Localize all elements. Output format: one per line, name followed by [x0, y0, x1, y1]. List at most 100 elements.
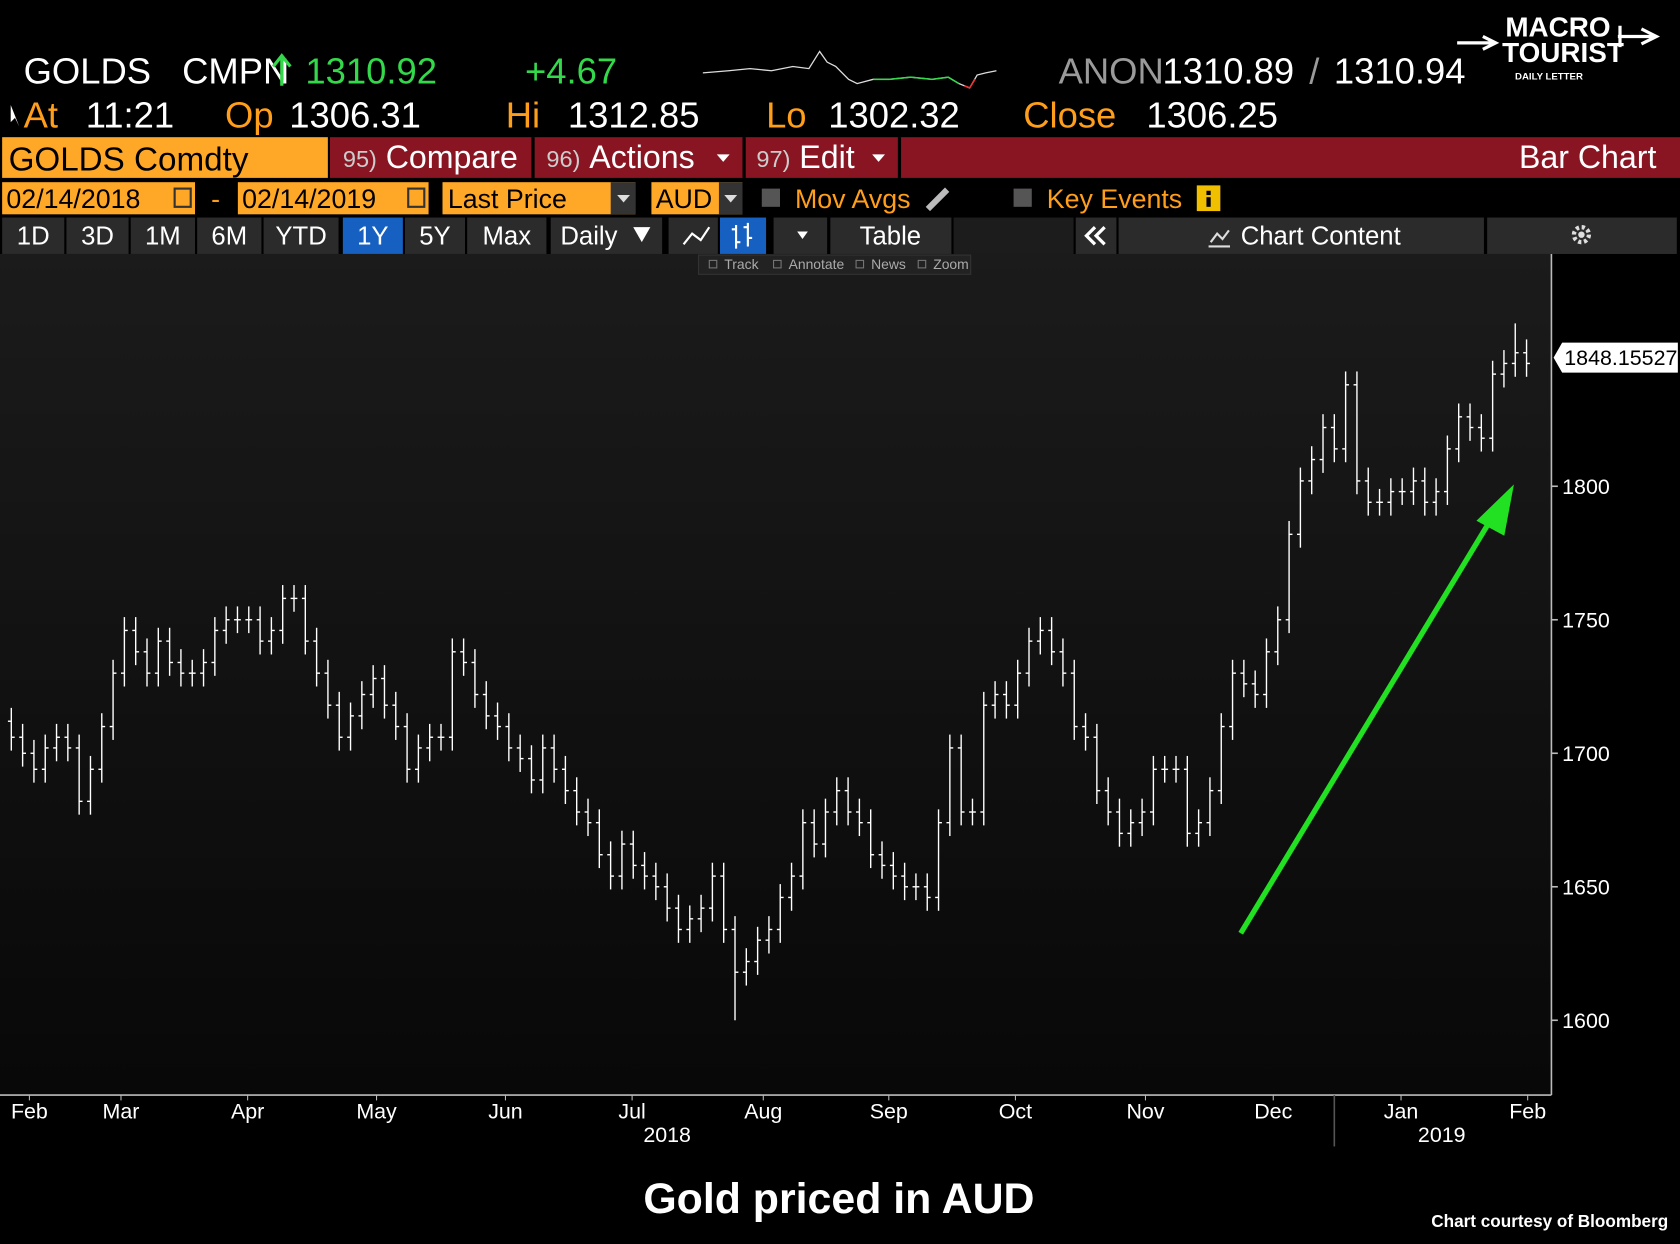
pen-icon — [925, 187, 950, 212]
tool-label: Track — [724, 256, 758, 272]
menu-bar — [330, 137, 1680, 178]
sparkline-down — [964, 78, 976, 89]
x-tick-label: Aug — [744, 1100, 782, 1124]
tool-label: Annotate — [789, 256, 845, 272]
end-date: 02/14/2019 — [242, 184, 376, 214]
security: GOLDS Comdty — [9, 141, 249, 178]
gear-icon — [1571, 225, 1592, 245]
source: CMPN — [182, 51, 289, 92]
field: Last Price — [448, 184, 567, 214]
period-label: 3D — [81, 222, 114, 250]
dropdown-arrow — [716, 154, 730, 162]
high-label: Hi — [506, 95, 540, 136]
period-button[interactable] — [263, 217, 339, 254]
menu-label: Actions — [589, 139, 694, 175]
tool-label: News — [871, 256, 906, 272]
menu-compare[interactable]: 95) Compare — [343, 139, 518, 175]
logo: MACRO TOURIST DAILY LETTER — [1457, 11, 1661, 82]
period-label: 1D — [17, 222, 50, 250]
tool-icon — [773, 259, 782, 269]
last-price: 1310.92 — [305, 51, 437, 92]
sparkline-up — [873, 76, 960, 85]
logo-text: DAILY LETTER — [1515, 71, 1583, 82]
dropdown-arrow — [872, 154, 885, 162]
menu-label: Edit — [799, 139, 854, 175]
trend-arrowhead — [1476, 484, 1514, 536]
bar-chart-button[interactable] — [720, 217, 767, 254]
y-tick-label: 1750 — [1562, 608, 1610, 632]
chart-type: Bar Chart — [1519, 139, 1657, 175]
last-price-tag — [1553, 342, 1678, 373]
trend-arrow — [1238, 517, 1494, 935]
x-tick-label: Sep — [870, 1100, 908, 1124]
calendar-icon — [173, 187, 192, 208]
close-label: Close — [1023, 95, 1116, 136]
table-button[interactable] — [830, 217, 952, 254]
start-date-box[interactable] — [2, 182, 196, 215]
end-date-box[interactable] — [237, 182, 429, 215]
period-button[interactable] — [130, 217, 195, 254]
y-tick-label: 1800 — [1562, 475, 1610, 499]
x-tick-label: Nov — [1126, 1100, 1164, 1124]
y-tick-label: 1650 — [1562, 875, 1610, 899]
line-chart-button[interactable] — [668, 217, 718, 254]
dropdown-arrow — [633, 227, 651, 243]
mov-avgs: Mov Avgs — [795, 184, 911, 214]
chart-content-icon — [1208, 229, 1230, 248]
bars — [7, 323, 1530, 1021]
checkbox[interactable] — [761, 188, 780, 207]
period-button[interactable] — [342, 217, 403, 254]
checkbox[interactable] — [1013, 188, 1032, 207]
last-price-label: 1848.15527 — [1564, 346, 1677, 370]
logo-text: MACRO — [1505, 11, 1610, 42]
collapse-icon — [1084, 226, 1106, 246]
period-button[interactable] — [405, 217, 465, 254]
tool-icon — [855, 259, 865, 269]
menu-label: Compare — [386, 139, 518, 175]
ask: 1310.94 — [1334, 51, 1466, 92]
bid: 1310.89 — [1163, 51, 1295, 92]
up-arrow — [271, 53, 292, 86]
dropdown-arrow — [617, 195, 630, 203]
period-button[interactable] — [197, 217, 262, 254]
low: 1302.32 — [828, 95, 960, 136]
dropdown-arrow — [724, 195, 738, 203]
start-date: 02/14/2018 — [6, 184, 140, 214]
info-bar — [1206, 197, 1211, 207]
tool-label: Zoom — [933, 256, 969, 272]
x-tick-label: Jan — [1384, 1100, 1419, 1124]
ticker: GOLDS — [24, 51, 151, 92]
menu-key: 95) — [343, 146, 377, 172]
security-box[interactable] — [2, 137, 328, 178]
separator — [531, 137, 535, 178]
frequency: Daily — [560, 222, 617, 250]
chart-content-button[interactable] — [1118, 217, 1484, 254]
year-label: 2018 — [643, 1123, 691, 1147]
menu-actions[interactable]: 96) Actions — [546, 139, 730, 175]
line-icon — [682, 226, 711, 245]
field-box[interactable] — [442, 182, 636, 215]
x-tick-label: Feb — [1509, 1100, 1546, 1124]
gear-hub — [1578, 231, 1585, 238]
x-tick-label: Jun — [488, 1100, 523, 1124]
separator — [897, 137, 902, 178]
time-label: At — [24, 95, 58, 136]
key-events: Key Events — [1047, 184, 1182, 214]
date-dash: - — [211, 184, 220, 214]
credit: Chart courtesy of Bloomberg — [1431, 1211, 1668, 1231]
low-label: Lo — [766, 95, 807, 136]
open-label: Op — [225, 95, 274, 136]
pricing-source: ANON — [1059, 51, 1164, 92]
period-label: 5Y — [419, 222, 450, 250]
toolbar-blank — [953, 217, 1074, 254]
open: 1306.31 — [289, 95, 421, 136]
period-button[interactable] — [467, 217, 547, 254]
period-button[interactable] — [66, 217, 129, 254]
plot-area — [0, 253, 1552, 1096]
menu-edit[interactable]: 97) Edit — [756, 139, 885, 175]
caption: Gold priced in AUD — [643, 1175, 1034, 1223]
separator — [742, 137, 746, 178]
period-button[interactable] — [2, 217, 65, 254]
x-tick-label: Mar — [103, 1100, 140, 1124]
